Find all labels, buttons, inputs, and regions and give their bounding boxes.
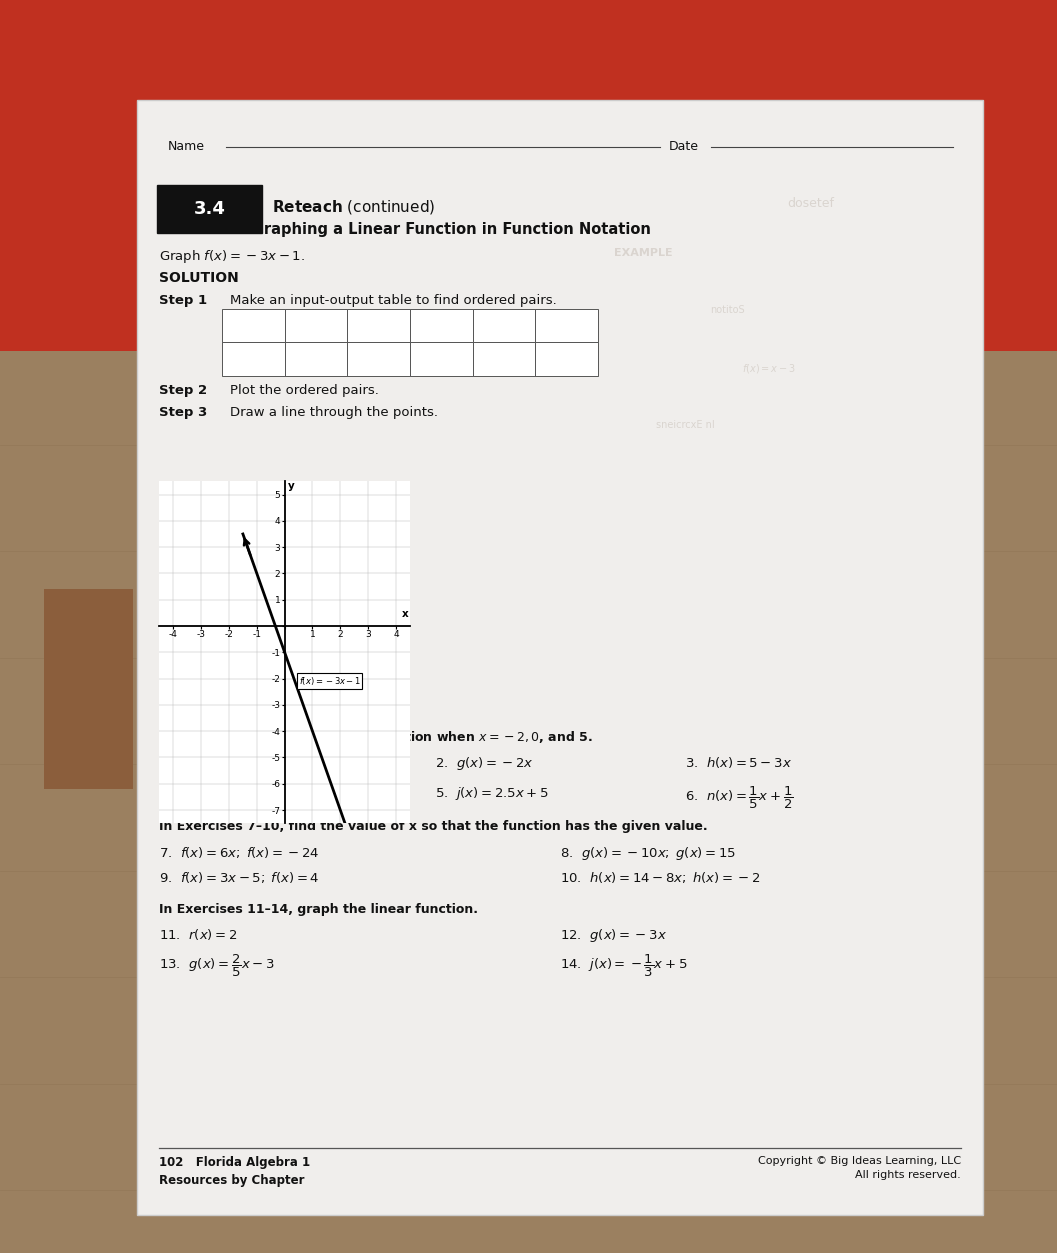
Bar bbox=[535, 342, 598, 376]
Text: notitoS: notitoS bbox=[710, 304, 744, 315]
Text: -1: -1 bbox=[373, 320, 385, 332]
Text: 7.  $f(x) = 6x;\; f(x) = -24$: 7. $f(x) = 6x;\; f(x) = -24$ bbox=[160, 846, 320, 861]
Bar bbox=[284, 342, 348, 376]
Text: 12.  $g(x) = -3x$: 12. $g(x) = -3x$ bbox=[560, 927, 667, 944]
Text: y: y bbox=[288, 481, 295, 491]
Text: 102   Florida Algebra 1
Resources by Chapter: 102 Florida Algebra 1 Resources by Chapt… bbox=[160, 1157, 311, 1188]
Text: Graph $f(x) = -3x - 1$.: Graph $f(x) = -3x - 1$. bbox=[160, 248, 305, 264]
Text: 8.  $g(x) = -10x;\; g(x) = 15$: 8. $g(x) = -10x;\; g(x) = 15$ bbox=[560, 846, 737, 862]
Bar bbox=[348, 342, 410, 376]
Text: EXAMPLE: EXAMPLE bbox=[614, 248, 673, 258]
Text: Step 1: Step 1 bbox=[160, 294, 207, 307]
Text: Make an input-output table to find ordered pairs.: Make an input-output table to find order… bbox=[230, 294, 557, 307]
Text: 6.  $n(x) = \dfrac{1}{5}x + \dfrac{1}{2}$: 6. $n(x) = \dfrac{1}{5}x + \dfrac{1}{2}$ bbox=[686, 784, 794, 811]
Text: 2: 2 bbox=[562, 320, 570, 332]
Text: SOLUTION: SOLUTION bbox=[160, 271, 239, 284]
Text: EXAMPLE   Graphing a Linear Function in Function Notation: EXAMPLE Graphing a Linear Function in Fu… bbox=[160, 222, 651, 237]
Text: In Exercises 1–6, evaluate the function when $x = -2, 0$, and 5.: In Exercises 1–6, evaluate the function … bbox=[160, 729, 593, 746]
Text: sneicrcxE nI: sneicrcxE nI bbox=[656, 420, 715, 430]
Bar bbox=[410, 342, 472, 376]
Text: x: x bbox=[402, 609, 408, 619]
Bar bbox=[410, 309, 472, 342]
Text: 13.  $g(x) = \dfrac{2}{5}x - 3$: 13. $g(x) = \dfrac{2}{5}x - 3$ bbox=[160, 954, 275, 980]
Text: -7: -7 bbox=[560, 352, 573, 366]
Text: Plot the ordered pairs.: Plot the ordered pairs. bbox=[230, 385, 379, 397]
Text: In Exercises 7–10, find the value of x so that the function has the given value.: In Exercises 7–10, find the value of x s… bbox=[160, 819, 708, 833]
Bar bbox=[0, 351, 1057, 1253]
Text: 4.  $h(x) = -\dfrac{3}{2}x - \dfrac{1}{2}$: 4. $h(x) = -\dfrac{3}{2}x - \dfrac{1}{2}… bbox=[160, 784, 284, 811]
Text: 3.4: 3.4 bbox=[193, 200, 225, 218]
Text: 1: 1 bbox=[500, 320, 507, 332]
Text: Date: Date bbox=[669, 139, 699, 153]
Text: 5.  $j(x) = 2.5x + 5$: 5. $j(x) = 2.5x + 5$ bbox=[435, 784, 549, 802]
Bar bbox=[348, 309, 410, 342]
Text: Name: Name bbox=[168, 139, 205, 153]
Bar bbox=[535, 309, 598, 342]
Bar bbox=[472, 342, 535, 376]
Text: 5: 5 bbox=[312, 352, 319, 366]
Text: Draw a line through the points.: Draw a line through the points. bbox=[230, 406, 439, 420]
Text: x: x bbox=[249, 320, 257, 332]
Bar bbox=[222, 309, 284, 342]
Text: 2: 2 bbox=[375, 352, 383, 366]
Bar bbox=[284, 309, 348, 342]
Text: In Exercises 11–14, graph the linear function.: In Exercises 11–14, graph the linear fun… bbox=[160, 902, 479, 916]
Bar bbox=[472, 309, 535, 342]
Text: $f(x) = x - 3$: $f(x) = x - 3$ bbox=[742, 362, 796, 376]
Text: 14.  $j(x) = -\dfrac{1}{3}x + 5$: 14. $j(x) = -\dfrac{1}{3}x + 5$ bbox=[560, 954, 688, 980]
Text: 3.  $h(x) = 5 - 3x$: 3. $h(x) = 5 - 3x$ bbox=[686, 754, 793, 769]
Text: f(x): f(x) bbox=[243, 352, 263, 366]
Text: 9.  $f(x) = 3x - 5;\; f(x) = 4$: 9. $f(x) = 3x - 5;\; f(x) = 4$ bbox=[160, 870, 320, 885]
Text: 10.  $h(x) = 14 - 8x;\; h(x) = -2$: 10. $h(x) = 14 - 8x;\; h(x) = -2$ bbox=[560, 870, 761, 885]
Bar bbox=[0, 0, 1057, 351]
Text: $\mathbf{Reteach}$ (continued): $\mathbf{Reteach}$ (continued) bbox=[272, 198, 435, 216]
Text: -1: -1 bbox=[435, 352, 447, 366]
Text: 0: 0 bbox=[438, 320, 445, 332]
Bar bbox=[137, 100, 983, 1215]
Text: 2.  $g(x) = -2x$: 2. $g(x) = -2x$ bbox=[435, 754, 534, 772]
Bar bbox=[44, 589, 133, 789]
Text: Step 3: Step 3 bbox=[160, 406, 207, 420]
Text: Copyright © Big Ideas Learning, LLC
All rights reserved.: Copyright © Big Ideas Learning, LLC All … bbox=[758, 1157, 961, 1180]
Text: Step 2: Step 2 bbox=[160, 385, 207, 397]
Text: 1.  $f(x) = x - 3$: 1. $f(x) = x - 3$ bbox=[160, 754, 253, 769]
Text: dosetef: dosetef bbox=[787, 198, 834, 211]
Text: -2: -2 bbox=[310, 320, 322, 332]
Text: -4: -4 bbox=[498, 352, 509, 366]
Bar bbox=[222, 342, 284, 376]
Text: $f(x) = -3x - 1$: $f(x) = -3x - 1$ bbox=[298, 675, 360, 687]
FancyBboxPatch shape bbox=[156, 184, 262, 233]
Text: 11.  $r(x) = 2$: 11. $r(x) = 2$ bbox=[160, 927, 238, 942]
